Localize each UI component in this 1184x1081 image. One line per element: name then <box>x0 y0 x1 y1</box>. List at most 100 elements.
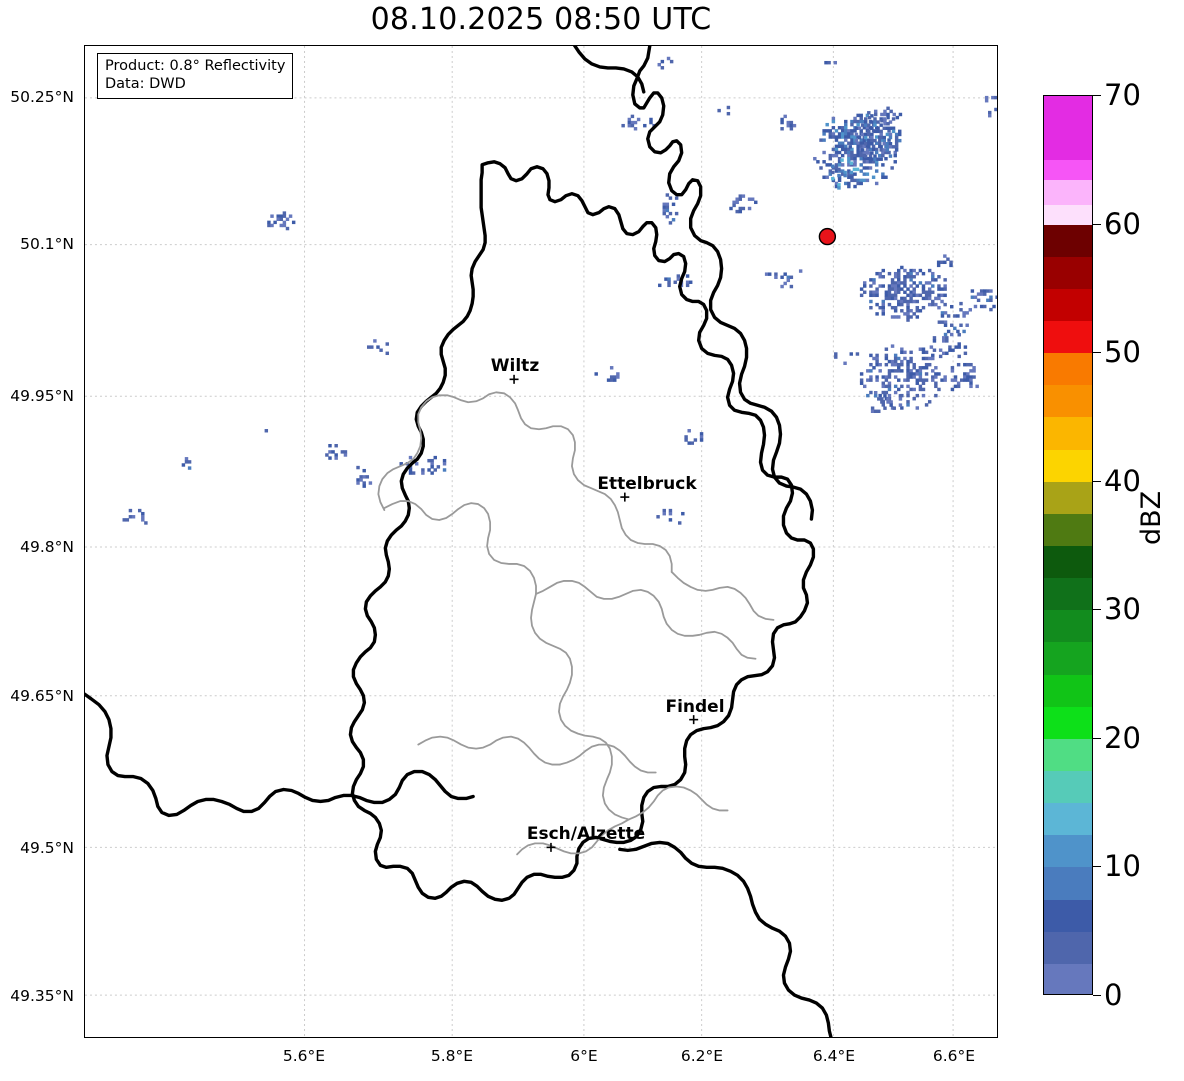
radar-echo-cell <box>850 147 854 152</box>
radar-echo-cell <box>870 138 874 143</box>
map-canvas <box>85 46 997 1037</box>
colorbar-tick-label: 60 <box>1104 206 1141 241</box>
radar-echo-cell <box>735 200 739 205</box>
radar-echo-cell <box>934 381 938 385</box>
radar-echo-cell <box>334 443 338 448</box>
radar-echo-cell <box>862 290 867 294</box>
radar-echo-cell <box>834 166 839 170</box>
radar-echo-cell <box>934 384 938 389</box>
radar-station-marker[interactable] <box>818 227 837 246</box>
radar-echo-cell <box>789 275 794 279</box>
radar-echo-cell <box>992 304 996 309</box>
radar-echo-cell <box>881 299 885 304</box>
radar-echo-cell <box>837 163 842 167</box>
radar-echo-cell <box>270 214 274 218</box>
radar-echo-cell <box>898 112 903 117</box>
radar-echo-cell <box>874 160 879 164</box>
radar-echo-cell <box>903 378 907 382</box>
radar-echo-cell <box>906 393 910 398</box>
colorbar[interactable] <box>1043 95 1093 995</box>
radar-echo-cell <box>825 129 829 133</box>
radar-echo-cell <box>888 135 893 140</box>
district-border-9 <box>559 743 657 774</box>
radar-echo-cell <box>934 393 938 398</box>
radar-echo-cell <box>862 126 867 130</box>
radar-echo-cell <box>606 378 611 382</box>
radar-echo-cell <box>918 387 923 392</box>
radar-echo-cell <box>909 278 913 282</box>
radar-echo-cell <box>906 362 910 367</box>
radar-echo-cell <box>898 397 903 401</box>
radar-echo-cell <box>895 115 900 120</box>
radar-echo-cell <box>946 329 951 334</box>
radar-echo-cell <box>869 278 873 282</box>
radar-echo-cell <box>875 293 879 298</box>
radar-echo-cell <box>881 172 885 176</box>
radar-echo-cell <box>340 450 345 454</box>
radar-echo-cell <box>870 406 875 410</box>
radar-echo-cell <box>966 362 970 367</box>
radar-echo-cell <box>903 284 907 288</box>
radar-echo-cell <box>887 138 891 142</box>
radar-echo-cell <box>972 375 976 379</box>
radar-echo-cell <box>937 305 941 310</box>
radar-echo-cell <box>822 175 826 179</box>
radar-echo-cell <box>954 345 958 349</box>
radar-echo-cell <box>880 118 884 123</box>
radar-echo-cell <box>956 381 961 385</box>
radar-echo-cell <box>844 126 848 130</box>
radar-echo-cell <box>828 132 833 136</box>
radar-echo-cell <box>878 141 882 145</box>
radar-echo-cell <box>668 518 673 522</box>
radar-echo-cell <box>859 378 864 382</box>
y-tick-label: 50.1°N <box>20 235 74 253</box>
radar-echo-cell <box>873 157 877 161</box>
info-product-line: Product: 0.8° Reflectivity <box>105 58 286 74</box>
colorbar-band <box>1044 771 1092 804</box>
radar-echo-cell <box>940 299 944 304</box>
radar-echo-cell <box>877 397 881 401</box>
radar-echo-cell <box>128 515 133 519</box>
north-border-segment <box>572 46 646 94</box>
radar-echo-cell <box>915 284 920 288</box>
radar-echo-cell <box>847 135 851 139</box>
radar-echo-cell <box>865 147 870 152</box>
radar-echo-cell <box>869 378 873 382</box>
radar-echo-cell <box>844 122 848 127</box>
radar-echo-cell <box>909 315 913 319</box>
radar-echo-cell <box>909 284 913 288</box>
radar-echo-cell <box>893 390 898 395</box>
radar-echo-cell <box>927 290 932 294</box>
radar-echo-cell <box>912 387 916 392</box>
colorbar-band <box>1044 96 1092 161</box>
radar-echo-cell <box>897 287 901 291</box>
radar-echo-cell <box>969 369 973 373</box>
radar-echo-cell <box>887 293 892 298</box>
radar-echo-cell <box>840 163 845 167</box>
graticule-grid <box>85 46 997 1037</box>
radar-echo-cell <box>863 132 868 137</box>
radar-echo-cell <box>879 129 883 134</box>
radar-echo-cell <box>837 183 841 187</box>
radar-echo-cell <box>859 178 863 183</box>
radar-echo-cell <box>962 311 966 315</box>
radar-echo-cell <box>783 114 787 119</box>
radar-echo-cell <box>894 138 899 143</box>
radar-echo-cell <box>887 384 892 389</box>
radar-echo-cell <box>844 129 848 133</box>
radar-echo-cell <box>909 296 913 301</box>
map-plot-area[interactable]: Wiltz Ettelbruck Findel Esch/Alzette Produc… <box>84 45 998 1038</box>
radar-echo-cell <box>685 274 690 278</box>
radar-echo-cell <box>828 129 833 133</box>
radar-echo-cell <box>613 378 617 382</box>
radar-echo-cell <box>726 111 731 116</box>
radar-echo-cell <box>973 304 978 309</box>
radar-echo-cell <box>840 144 845 149</box>
district-border-layer <box>377 391 775 856</box>
radar-echo-cell <box>359 475 363 479</box>
radar-echo-cell <box>822 138 826 142</box>
radar-echo-cell <box>699 435 704 439</box>
radar-echo-cell <box>890 284 895 288</box>
radar-echo-cell <box>877 409 881 414</box>
radar-echo-cell <box>903 278 907 282</box>
